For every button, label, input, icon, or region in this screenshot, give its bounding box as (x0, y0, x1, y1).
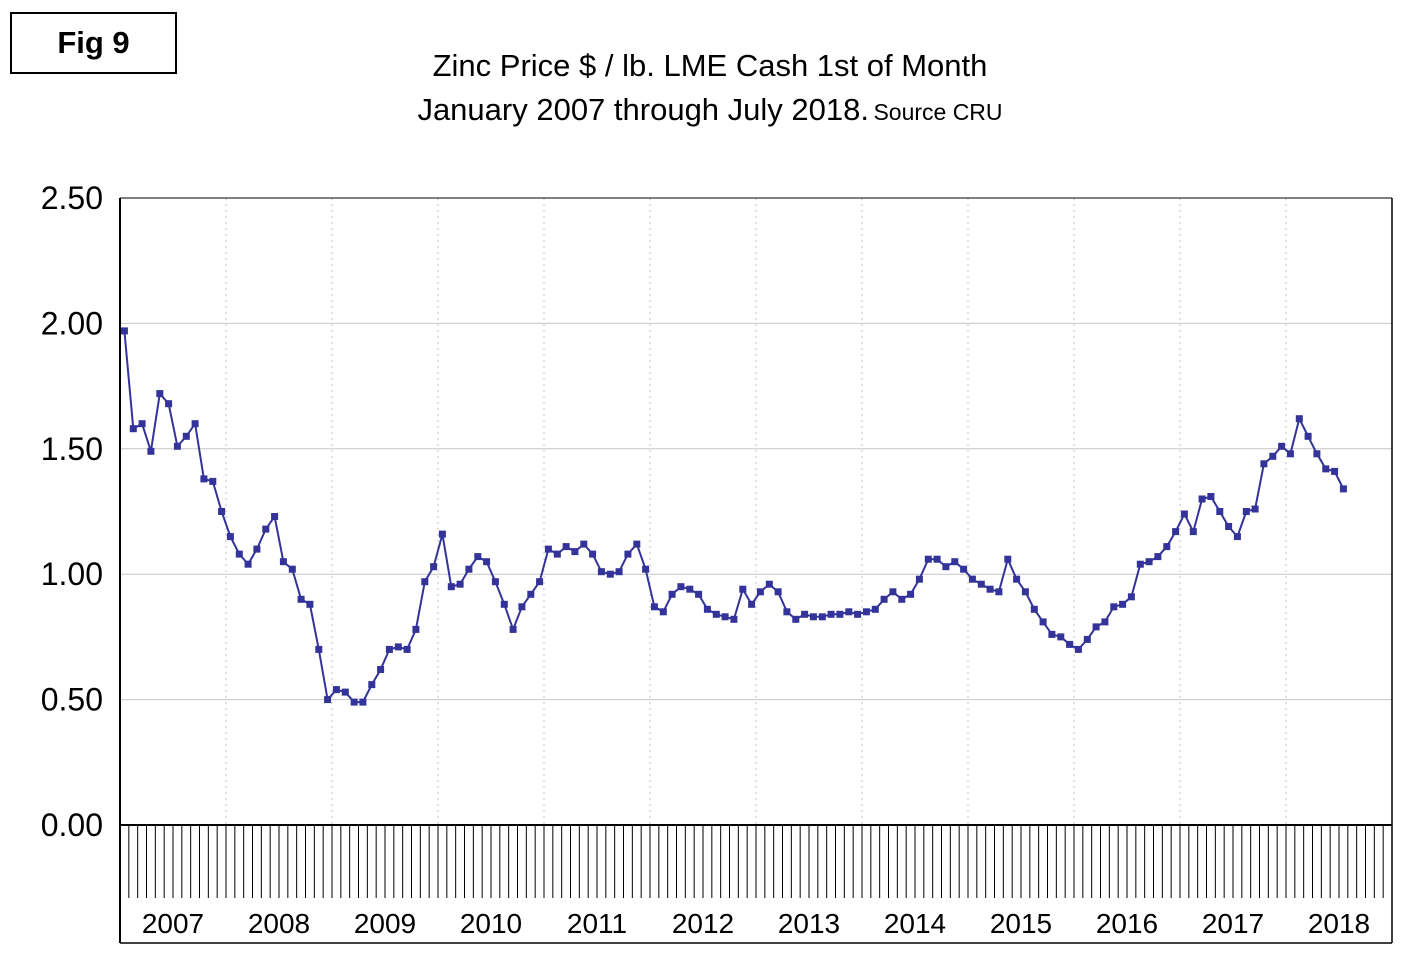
x-year-label: 2013 (778, 908, 840, 939)
x-year-label: 2009 (354, 908, 416, 939)
x-year-label: 2015 (990, 908, 1052, 939)
x-year-label: 2017 (1202, 908, 1264, 939)
x-year-label: 2007 (142, 908, 204, 939)
y-tick-label: 2.00 (41, 305, 103, 341)
y-axis-labels: 0.00 0.50 1.00 1.50 2.00 2.50 (41, 180, 103, 843)
x-year-label: 2016 (1096, 908, 1158, 939)
gridlines (120, 198, 1392, 825)
data-point-markers (120, 327, 1347, 706)
figure-number-box: Fig 9 (10, 12, 177, 74)
chart-title: Zinc Price $ / lb. LME Cash 1st of Month (432, 48, 988, 83)
chart-subtitle-range: January 2007 through July 2018. (417, 92, 869, 128)
axes (119, 197, 1393, 944)
price-line (123, 330, 1345, 704)
y-tick-label: 2.50 (41, 180, 103, 216)
chart-subtitle: January 2007 through July 2018. Source C… (0, 88, 1420, 132)
x-year-label: 2008 (248, 908, 310, 939)
y-tick-label: 1.00 (41, 556, 103, 592)
y-tick-label: 0.50 (41, 682, 103, 718)
x-year-label: 2018 (1308, 908, 1370, 939)
month-tick-marks (119, 825, 1393, 898)
chart-source-label: Source CRU (873, 99, 1003, 126)
x-year-label: 2014 (884, 908, 946, 939)
x-year-label: 2010 (460, 908, 522, 939)
y-tick-label: 1.50 (41, 431, 103, 467)
x-year-label: 2012 (672, 908, 734, 939)
x-year-label: 2011 (567, 908, 627, 939)
chart-title-block: Zinc Price $ / lb. LME Cash 1st of Month… (0, 44, 1420, 132)
x-axis-labels: 2007 2008 2009 2010 2011 2012 2013 2014 2015 2016… (142, 908, 1370, 939)
y-tick-label: 0.00 (41, 807, 103, 843)
figure-number-label: Fig 9 (57, 25, 130, 60)
